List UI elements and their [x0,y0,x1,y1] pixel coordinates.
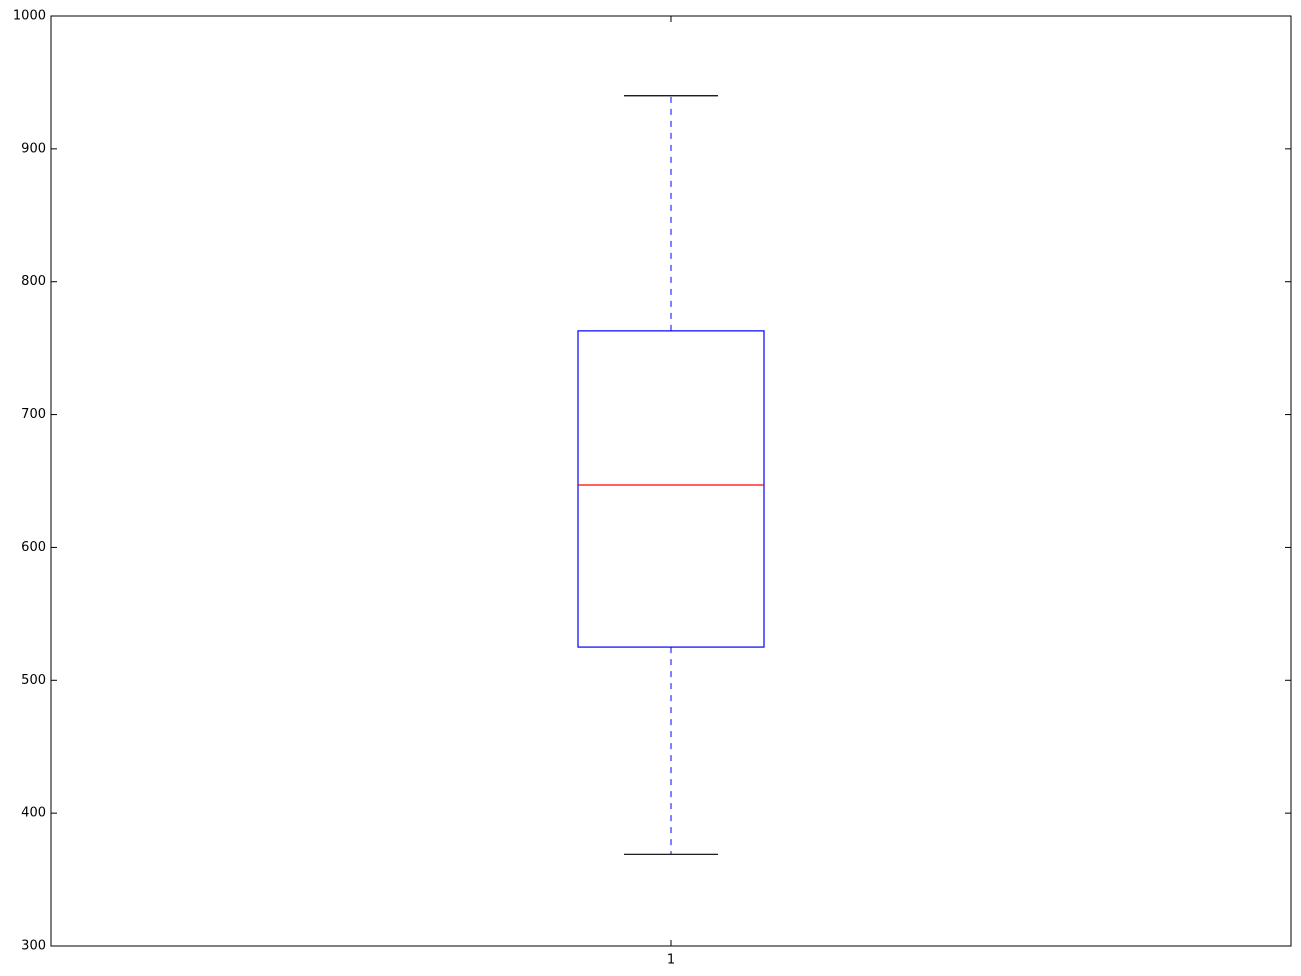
y-tick-label: 500 [21,673,46,688]
x-tick-label: 1 [667,953,675,968]
y-tick-label: 800 [21,274,46,289]
y-tick-label: 300 [21,939,46,954]
labels-layer: 300 400 500 600 700 800 900 1000 1 [13,9,675,968]
y-tick-label: 700 [21,407,46,422]
y-tick-label: 900 [21,141,46,156]
y-tick-label: 400 [21,806,46,821]
plot-frame [50,15,1292,947]
ticks-layer [51,15,1291,947]
y-tick-label: 600 [21,540,46,555]
marks-layer [577,95,765,855]
iqr-box [577,330,765,648]
y-tick-label: 1000 [13,9,46,24]
